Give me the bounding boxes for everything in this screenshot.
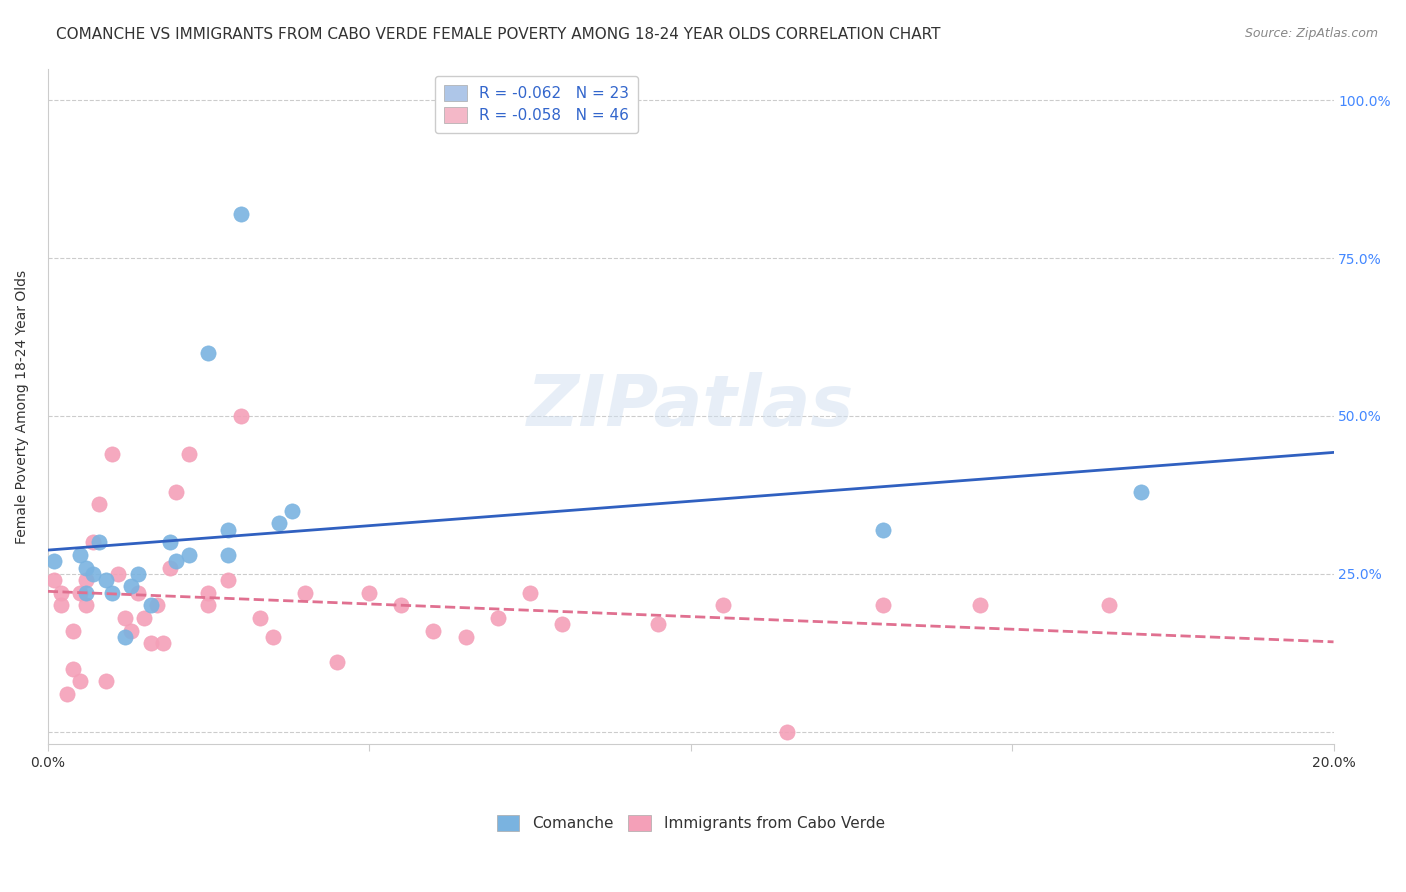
- Point: [165, 484, 187, 499]
- Point: [217, 523, 239, 537]
- Point: [120, 624, 142, 638]
- Point: [969, 599, 991, 613]
- Point: [82, 535, 104, 549]
- Point: [179, 447, 201, 461]
- Point: [94, 674, 117, 689]
- Point: [69, 548, 91, 562]
- Point: [120, 580, 142, 594]
- Point: [872, 523, 894, 537]
- Point: [44, 573, 66, 587]
- Point: [454, 630, 477, 644]
- Point: [49, 586, 72, 600]
- Point: [359, 586, 381, 600]
- Point: [197, 599, 219, 613]
- Text: ZIPatlas: ZIPatlas: [527, 372, 855, 441]
- Point: [89, 535, 111, 549]
- Point: [69, 586, 91, 600]
- Text: Source: ZipAtlas.com: Source: ZipAtlas.com: [1244, 27, 1378, 40]
- Point: [422, 624, 444, 638]
- Point: [101, 586, 124, 600]
- Point: [146, 599, 169, 613]
- Point: [179, 548, 201, 562]
- Point: [389, 599, 412, 613]
- Point: [75, 560, 97, 574]
- Point: [326, 655, 349, 669]
- Point: [75, 573, 97, 587]
- Point: [94, 573, 117, 587]
- Point: [107, 566, 129, 581]
- Point: [872, 599, 894, 613]
- Point: [217, 573, 239, 587]
- Point: [269, 516, 291, 531]
- Point: [101, 447, 124, 461]
- Point: [551, 617, 574, 632]
- Point: [197, 345, 219, 359]
- Point: [486, 611, 509, 625]
- Point: [249, 611, 271, 625]
- Point: [776, 724, 799, 739]
- Point: [114, 611, 136, 625]
- Point: [519, 586, 541, 600]
- Point: [217, 548, 239, 562]
- Point: [139, 636, 162, 650]
- Point: [159, 535, 181, 549]
- Point: [82, 566, 104, 581]
- Text: COMANCHE VS IMMIGRANTS FROM CABO VERDE FEMALE POVERTY AMONG 18-24 YEAR OLDS CORR: COMANCHE VS IMMIGRANTS FROM CABO VERDE F…: [56, 27, 941, 42]
- Y-axis label: Female Poverty Among 18-24 Year Olds: Female Poverty Among 18-24 Year Olds: [15, 269, 30, 543]
- Point: [49, 599, 72, 613]
- Point: [56, 687, 79, 701]
- Point: [152, 636, 174, 650]
- Point: [197, 586, 219, 600]
- Point: [44, 554, 66, 568]
- Point: [1129, 484, 1152, 499]
- Point: [262, 630, 284, 644]
- Point: [114, 630, 136, 644]
- Point: [647, 617, 669, 632]
- Point: [62, 662, 84, 676]
- Point: [159, 560, 181, 574]
- Point: [89, 497, 111, 511]
- Point: [165, 554, 187, 568]
- Point: [127, 586, 149, 600]
- Point: [75, 599, 97, 613]
- Point: [139, 599, 162, 613]
- Point: [1097, 599, 1119, 613]
- Point: [62, 624, 84, 638]
- Point: [711, 599, 734, 613]
- Point: [75, 586, 97, 600]
- Point: [281, 504, 304, 518]
- Legend: Comanche, Immigrants from Cabo Verde: Comanche, Immigrants from Cabo Verde: [488, 806, 894, 840]
- Point: [229, 409, 252, 423]
- Point: [69, 674, 91, 689]
- Point: [134, 611, 156, 625]
- Point: [294, 586, 316, 600]
- Point: [229, 207, 252, 221]
- Point: [127, 566, 149, 581]
